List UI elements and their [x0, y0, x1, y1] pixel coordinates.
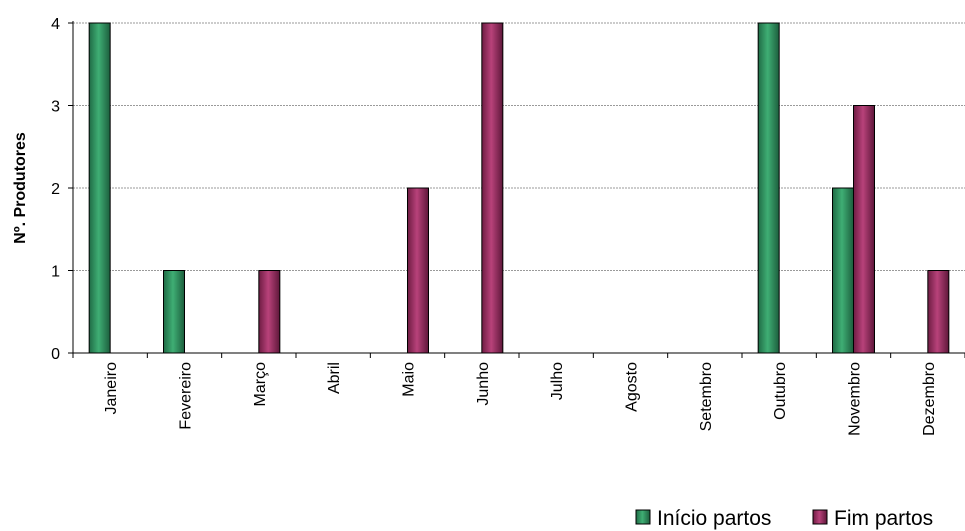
y-axis-title: Nº. Produtores — [12, 132, 29, 244]
x-tick-label-fevereiro: Fevereiro — [178, 362, 195, 430]
legend-label-inicio: Início partos — [657, 507, 771, 530]
bar-fim-junho — [481, 22, 504, 354]
bars — [88, 22, 950, 354]
legend-label-fim: Fim partos — [834, 507, 933, 530]
bar-fim-março — [258, 270, 281, 354]
y-tick-label: 4 — [51, 16, 60, 33]
x-tick-label-abril: Abril — [326, 362, 343, 394]
x-tick-label-dezembro: Dezembro — [921, 362, 938, 436]
y-tick-label: 2 — [51, 181, 60, 198]
x-tick-label-junho: Junho — [475, 362, 492, 406]
x-tick-label-março: Março — [252, 362, 269, 407]
axes — [68, 21, 965, 358]
bar-fim-novembro — [853, 105, 875, 354]
x-tick-label-outubro: Outubro — [772, 362, 789, 420]
gridlines — [73, 22, 965, 271]
bar-inicio-fevereiro — [163, 270, 185, 354]
x-tick-label-maio: Maio — [401, 362, 418, 397]
tick-labels: 0 1 2 3 4 Janeiro Fevereiro Março Abril Maio Junho… — [51, 16, 938, 436]
bar-fim-maio — [407, 187, 429, 354]
legend: Início partos Fim partos — [635, 507, 933, 530]
bar-fim-dezembro — [927, 270, 950, 354]
y-tick-label: 3 — [51, 99, 60, 116]
legend-swatch-fim — [812, 509, 828, 525]
x-tick-label-novembro: Novembro — [847, 362, 864, 436]
y-tick-label: 1 — [51, 264, 60, 281]
x-tick-label-agosto: Agosto — [624, 362, 641, 412]
legend-swatch-inicio — [635, 509, 651, 525]
bar-inicio-outubro — [757, 22, 780, 354]
y-tick-label: 0 — [51, 346, 60, 363]
x-tick-label-janeiro: Janeiro — [103, 362, 120, 415]
x-tick-label-setembro: Setembro — [698, 362, 715, 431]
bar-inicio-janeiro — [88, 22, 111, 354]
x-tick-label-julho: Julho — [549, 362, 566, 400]
bar-inicio-novembro — [832, 187, 854, 354]
